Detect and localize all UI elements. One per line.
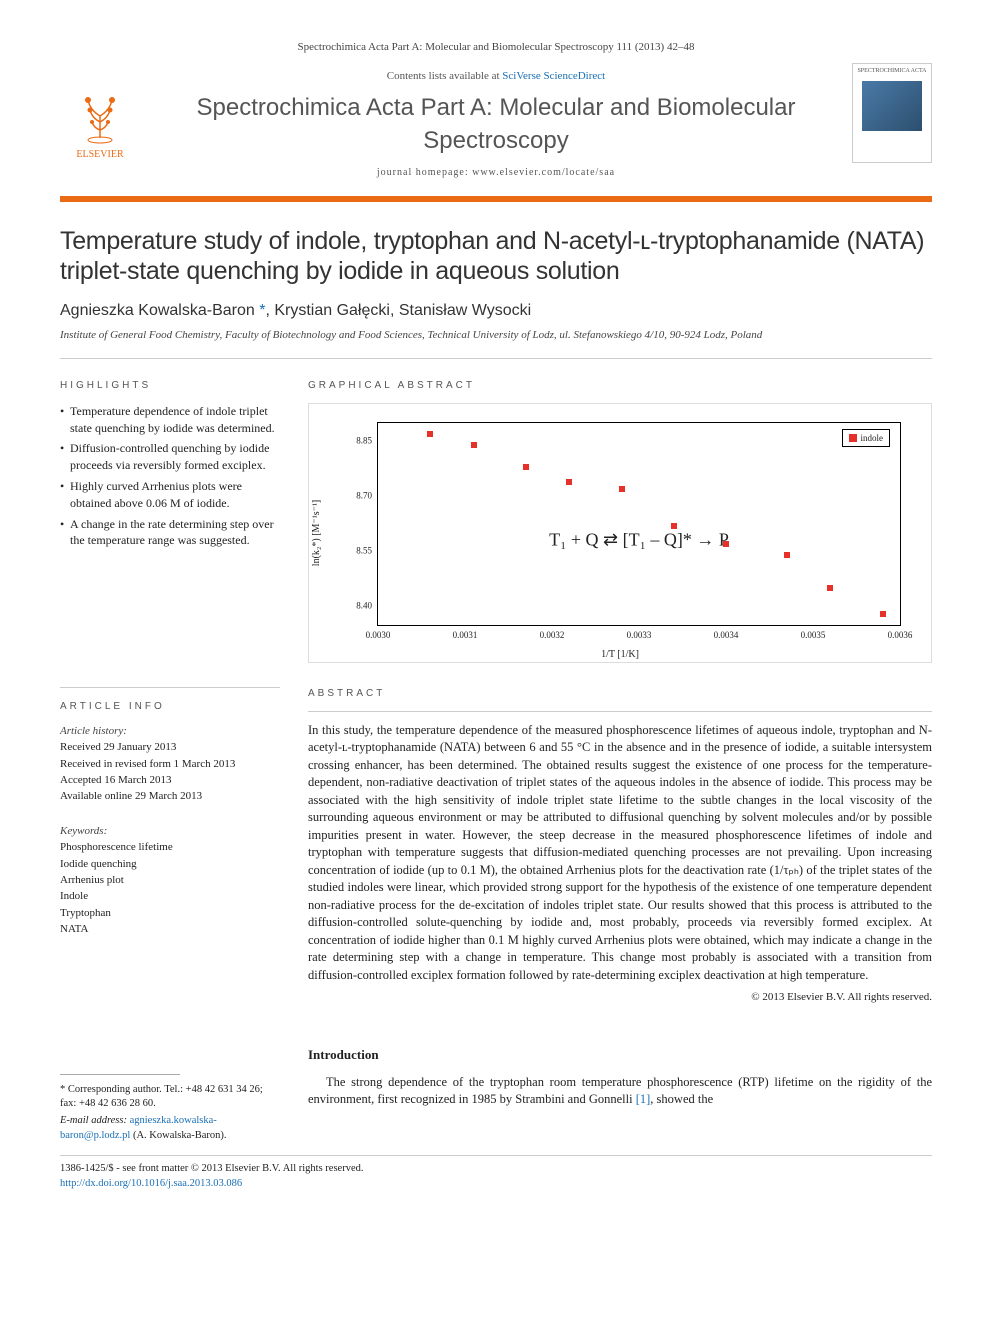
history-label: Article history: (60, 724, 280, 739)
keyword: Phosphorescence lifetime (60, 840, 280, 855)
chart-data-point (523, 464, 529, 470)
chart-xtick: 0.0033 (627, 625, 652, 642)
chart-ytick: 8.40 (356, 600, 378, 613)
publisher-logo: ELSEVIER (60, 63, 140, 186)
chart-xtick: 0.0032 (540, 625, 565, 642)
chart-xtick: 0.0031 (453, 625, 478, 642)
chart-plot-area: indole T₁ + Q ⇄ [T₁ – Q]* → P 8.408.558.… (377, 422, 901, 626)
abstract-copyright: © 2013 Elsevier B.V. All rights reserved… (308, 990, 932, 1005)
reaction-formula: T₁ + Q ⇄ [T₁ – Q]* → P (545, 525, 733, 554)
issn-line: 1386-1425/$ - see front matter © 2013 El… (60, 1162, 932, 1177)
corresponding-star[interactable]: * (259, 302, 265, 319)
email-label: E-mail address: (60, 1115, 130, 1126)
chart-data-point (671, 523, 677, 529)
highlight-item: Diffusion-controlled quenching by iodide… (60, 440, 280, 474)
graphical-abstract-head: GRAPHICAL ABSTRACT (308, 379, 932, 393)
chart-ytick: 8.55 (356, 545, 378, 558)
chart-xlabel: 1/T [1/K] (601, 648, 639, 662)
graphical-abstract-chart: ln(k₂*) [M⁻¹s⁻¹] indole T₁ + Q ⇄ [T₁ – Q… (308, 403, 932, 663)
article-title: Temperature study of indole, tryptophan … (60, 226, 932, 286)
author-2: Krystian Gałęcki (274, 302, 390, 319)
authors-line: Agnieszka Kowalska-Baron *, Krystian Gał… (60, 300, 932, 322)
sciencedirect-link[interactable]: SciVerse ScienceDirect (502, 70, 605, 82)
keywords-label: Keywords: (60, 824, 280, 839)
email-attribution: (A. Kowalska-Baron). (130, 1130, 226, 1141)
chart-xtick: 0.0036 (888, 625, 913, 642)
revised-date: Received in revised form 1 March 2013 (60, 757, 280, 772)
keyword: Tryptophan (60, 906, 280, 921)
chart-data-point (880, 611, 886, 617)
cover-image (862, 81, 922, 131)
email-line: E-mail address: agnieszka.kowalska-baron… (60, 1114, 280, 1143)
chart-xtick: 0.0030 (366, 625, 391, 642)
highlights-head: HIGHLIGHTS (60, 379, 280, 393)
corresponding-author-note: * Corresponding author. Tel.: +48 42 631… (60, 1083, 280, 1112)
keyword: NATA (60, 922, 280, 937)
contents-prefix: Contents lists available at (387, 70, 502, 82)
article-info-section: ARTICLE INFO Article history: Received 2… (60, 687, 280, 938)
author-1: Agnieszka Kowalska-Baron (60, 302, 255, 319)
article-info-head: ARTICLE INFO (60, 700, 280, 714)
legend-marker-icon (849, 434, 857, 442)
cover-title: SPECTROCHIMICA ACTA (857, 68, 926, 75)
keyword: Indole (60, 889, 280, 904)
highlight-item: Highly curved Arrhenius plots were obtai… (60, 478, 280, 512)
legend-label: indole (861, 432, 884, 445)
chart-data-point (827, 585, 833, 591)
highlights-section: HIGHLIGHTS Temperature dependence of ind… (60, 379, 280, 549)
chart-data-point (784, 552, 790, 558)
doi-block: 1386-1425/$ - see front matter © 2013 El… (60, 1155, 932, 1191)
intro-text-b: , showed the (650, 1092, 713, 1106)
affiliation: Institute of General Food Chemistry, Fac… (60, 328, 932, 358)
contents-available: Contents lists available at SciVerse Sci… (150, 69, 842, 84)
reference-link-1[interactable]: [1] (636, 1092, 651, 1106)
highlight-item: A change in the rate determining step ov… (60, 516, 280, 550)
chart-data-point (566, 479, 572, 485)
keyword: Arrhenius plot (60, 873, 280, 888)
chart-xtick: 0.0034 (714, 625, 739, 642)
chart-ytick: 8.70 (356, 490, 378, 503)
abstract-head: ABSTRACT (308, 687, 932, 701)
introduction-paragraph: The strong dependence of the tryptophan … (308, 1074, 932, 1109)
upper-columns: HIGHLIGHTS Temperature dependence of ind… (60, 379, 932, 687)
elsevier-tree-icon (70, 88, 130, 148)
online-date: Available online 29 March 2013 (60, 789, 280, 804)
header-center: Contents lists available at SciVerse Sci… (140, 63, 852, 186)
introduction-head: Introduction (308, 1046, 932, 1064)
chart-data-point (723, 541, 729, 547)
citation-line: Spectrochimica Acta Part A: Molecular an… (60, 40, 932, 55)
doi-link[interactable]: http://dx.doi.org/10.1016/j.saa.2013.03.… (60, 1178, 242, 1189)
journal-name: Spectrochimica Acta Part A: Molecular an… (150, 91, 842, 158)
received-date: Received 29 January 2013 (60, 740, 280, 755)
bottom-columns: * Corresponding author. Tel.: +48 42 631… (60, 1046, 932, 1146)
author-3: Stanisław Wysocki (399, 302, 531, 319)
chart-data-point (619, 486, 625, 492)
publisher-name: ELSEVIER (76, 148, 123, 162)
chart-data-point (427, 431, 433, 437)
intro-text-a: The strong dependence of the tryptophan … (308, 1075, 932, 1107)
journal-homepage: journal homepage: www.elsevier.com/locat… (150, 166, 842, 180)
chart-ytick: 8.85 (356, 435, 378, 448)
chart-xtick: 0.0035 (801, 625, 826, 642)
keyword: Iodide quenching (60, 857, 280, 872)
lower-columns: ARTICLE INFO Article history: Received 2… (60, 687, 932, 1046)
highlights-list: Temperature dependence of indole triplet… (60, 403, 280, 549)
footnote-rule (60, 1074, 180, 1075)
chart-legend: indole (842, 429, 891, 448)
chart-ylabel: ln(k₂*) [M⁻¹s⁻¹] (310, 500, 324, 566)
chart-data-point (471, 442, 477, 448)
header-block: ELSEVIER Contents lists available at Sci… (60, 63, 932, 202)
accepted-date: Accepted 16 March 2013 (60, 773, 280, 788)
abstract-text: In this study, the temperature dependenc… (308, 711, 932, 985)
journal-cover-thumb: SPECTROCHIMICA ACTA (852, 63, 932, 163)
highlight-item: Temperature dependence of indole triplet… (60, 403, 280, 437)
